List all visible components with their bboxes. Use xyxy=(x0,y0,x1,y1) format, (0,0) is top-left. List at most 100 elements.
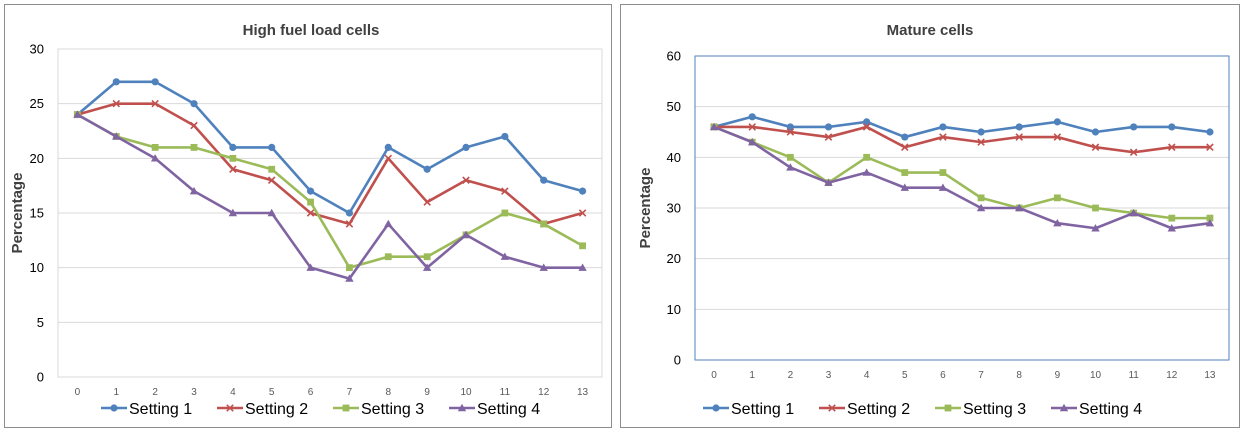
chart2-point-setting-1 xyxy=(824,123,833,131)
chart1-y-tick-label: 5 xyxy=(37,315,44,330)
chart1-point-setting-4 xyxy=(384,219,393,228)
chart1-point-setting-4 xyxy=(267,208,276,217)
chart2-point-setting-2 xyxy=(1129,148,1138,157)
chart2-x-tick-label: 8 xyxy=(1016,370,1022,381)
chart1-line-setting-3 xyxy=(76,113,584,269)
chart1-y-tick-label: 25 xyxy=(30,96,44,111)
chart2-point-setting-4 xyxy=(1167,224,1176,232)
chart1-point-setting-4 xyxy=(578,263,587,271)
chart1-y-tick-label: 0 xyxy=(37,370,44,385)
chart2-legend-item-setting-2: Setting 2 xyxy=(819,401,910,418)
chart1-point-setting-3 xyxy=(540,220,548,228)
chart1-point-setting-2 xyxy=(423,198,431,206)
chart1-point-setting-1 xyxy=(190,100,198,108)
chart1-legend-item-setting-4: Setting 4 xyxy=(449,401,540,418)
chart2-x-tick-label: 11 xyxy=(1128,370,1139,381)
chart1-legend: Setting 1 Setting 2 Setting 3 Setting 4 xyxy=(101,401,540,418)
chart2-point-setting-3 xyxy=(863,153,871,161)
chart2-point-setting-4 xyxy=(1205,219,1215,227)
chart1-legend-marker-setting-1 xyxy=(110,404,118,412)
chart1-legend-label-setting-3: Setting 3 xyxy=(361,401,424,418)
chart1-point-setting-4 xyxy=(422,263,432,271)
chart1-point-setting-4 xyxy=(112,132,121,140)
chart2-point-setting-3 xyxy=(939,169,947,176)
chart2-legend-item-setting-3: Setting 3 xyxy=(935,401,1026,418)
chart1-point-setting-4 xyxy=(345,274,354,282)
chart2-x-tick-label: 12 xyxy=(1166,370,1178,381)
chart1-x-tick-label: 8 xyxy=(386,387,392,398)
chart1-point-setting-3 xyxy=(423,253,431,261)
chart2-point-setting-2 xyxy=(1091,143,1100,151)
chart2-point-setting-4 xyxy=(1129,208,1138,217)
chart2-point-setting-4 xyxy=(824,178,833,186)
chart1-point-setting-2 xyxy=(112,99,121,108)
chart2-point-setting-3 xyxy=(786,153,794,161)
chart2-point-setting-2 xyxy=(748,123,756,131)
chart1-x-tick-label: 3 xyxy=(191,387,197,398)
chart2-point-setting-3 xyxy=(1092,204,1099,212)
chart2-point-setting-4 xyxy=(1015,203,1024,212)
chart1-point-setting-3 xyxy=(346,264,353,272)
chart2-x-tick-label: 9 xyxy=(1055,370,1061,381)
chart1-x-tick-label: 10 xyxy=(460,387,472,398)
chart1-line-setting-1 xyxy=(76,80,583,215)
chart1-plot-area xyxy=(57,48,603,378)
chart2-x-tick-label: 5 xyxy=(902,370,908,381)
chart2-x-tick-label: 4 xyxy=(864,370,870,381)
chart1-point-setting-3 xyxy=(501,209,509,217)
chart1-legend-label-setting-1: Setting 1 xyxy=(129,401,192,418)
chart1-point-setting-4 xyxy=(539,263,548,271)
chart2-series-setting-1 xyxy=(710,113,1214,141)
chart2-point-setting-1 xyxy=(1015,123,1023,131)
chart2-line-setting-4 xyxy=(713,125,1211,230)
chart1-legend-marker-setting-3 xyxy=(342,404,350,412)
chart2-x-tick-label: 6 xyxy=(940,370,946,381)
chart2-line-setting-2 xyxy=(714,125,1210,154)
chart2-x-tick-label: 3 xyxy=(826,370,832,381)
chart2-y-tick-label: 10 xyxy=(667,302,681,317)
chart2-point-setting-1 xyxy=(977,128,985,136)
chart1-point-setting-1 xyxy=(151,78,159,86)
chart1-point-setting-2 xyxy=(462,176,470,184)
chart2-point-setting-4 xyxy=(1053,219,1062,227)
chart2-point-setting-2 xyxy=(901,143,909,151)
chart2-point-setting-1 xyxy=(748,113,756,121)
chart1-series-setting-4 xyxy=(73,110,587,282)
chart2-x-tick-label: 1 xyxy=(749,370,755,381)
chart1-point-setting-3 xyxy=(579,242,586,250)
chart1-x-tick-label: 11 xyxy=(500,387,511,398)
chart2-x-tick-label: 10 xyxy=(1090,370,1102,381)
chart2-point-setting-2 xyxy=(977,138,985,146)
chart1-legend-item-setting-1: Setting 1 xyxy=(101,401,192,418)
chart2-point-setting-1 xyxy=(1130,123,1138,131)
chart2-legend-label-setting-1: Setting 1 xyxy=(731,401,794,418)
chart2-y-tick-label: 30 xyxy=(667,201,681,216)
chart2-point-setting-4 xyxy=(709,122,719,131)
chart1-legend-label-setting-2: Setting 2 xyxy=(245,401,308,418)
chart1-point-setting-1 xyxy=(501,132,509,141)
chart2-x-tick-label: 7 xyxy=(978,370,984,381)
chart2-legend-label-setting-2: Setting 2 xyxy=(847,401,910,418)
chart2-y-tick-label: 60 xyxy=(667,49,681,64)
chart1-point-setting-2 xyxy=(306,209,315,217)
chart-high-fuel-load-cells: High fuel load cellsPercentage0510152025… xyxy=(4,4,612,428)
chart1-point-setting-2 xyxy=(151,99,159,108)
chart1-legend-marker-setting-2 xyxy=(226,404,234,412)
chart2-legend-item-setting-1: Setting 1 xyxy=(703,401,794,418)
chart1-point-setting-2 xyxy=(578,209,587,217)
chart2-y-tick-label: 20 xyxy=(667,251,681,266)
chart2-y-tick-label: 0 xyxy=(674,353,681,368)
chart1-y-axis-label: Percentage xyxy=(9,173,26,254)
chart1-x-tick-label: 5 xyxy=(269,387,275,398)
chart2-point-setting-1 xyxy=(1206,128,1214,136)
chart1-point-setting-1 xyxy=(268,143,276,151)
chart2-x-tick-label: 0 xyxy=(711,370,717,381)
chart2-point-setting-3 xyxy=(1206,214,1214,222)
chart2-point-setting-4 xyxy=(748,137,757,146)
chart1-point-setting-4 xyxy=(500,252,510,260)
chart1-point-setting-4 xyxy=(461,230,471,239)
chart2-point-setting-2 xyxy=(862,123,871,131)
chart2-point-setting-4 xyxy=(976,203,986,212)
chart1-point-setting-2 xyxy=(229,165,237,174)
